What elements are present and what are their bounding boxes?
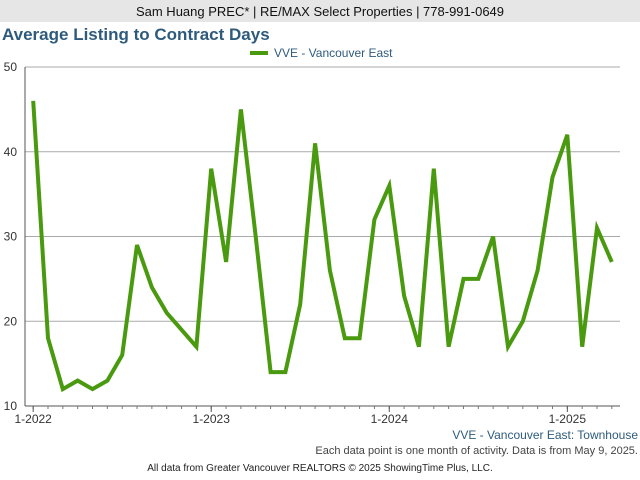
- header-text: Sam Huang PREC* | RE/MAX Select Properti…: [135, 3, 505, 19]
- x-tick-label: 1-2025: [549, 412, 587, 426]
- legend-label: VVE - Vancouver East: [274, 46, 393, 60]
- activity-note: Each data point is one month of activity…: [315, 445, 638, 457]
- x-tick-label: 1-2022: [14, 412, 52, 426]
- y-tick-label: 40: [4, 145, 18, 159]
- chart-subtitle: VVE - Vancouver East: Townhouse: [452, 428, 638, 442]
- y-tick-label: 50: [4, 60, 18, 74]
- x-tick-label: 1-2023: [193, 412, 231, 426]
- y-tick-label: 30: [4, 230, 18, 244]
- legend: VVE - Vancouver East: [250, 46, 393, 60]
- x-tick-label: 1-2024: [371, 412, 409, 426]
- legend-swatch: [250, 51, 268, 55]
- series-line: [31, 100, 614, 393]
- header-bar: Sam Huang PREC* | RE/MAX Select Properti…: [0, 0, 640, 22]
- chart-title: Average Listing to Contract Days: [2, 25, 270, 44]
- source-footer: All data from Greater Vancouver REALTORS…: [147, 463, 493, 474]
- y-tick-label: 20: [4, 314, 18, 328]
- y-tick-label: 10: [4, 399, 18, 413]
